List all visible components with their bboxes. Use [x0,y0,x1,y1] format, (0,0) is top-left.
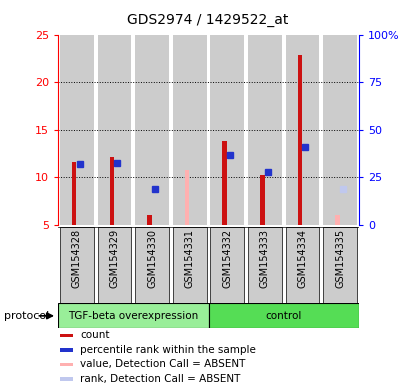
Text: GSM154330: GSM154330 [147,229,157,288]
Bar [110,157,114,225]
Bar [98,227,132,303]
Bar [286,35,320,225]
Bar [60,227,94,303]
Bar [135,227,169,303]
Bar [335,215,340,225]
Text: value, Detection Call = ABSENT: value, Detection Call = ABSENT [80,359,246,369]
Bar [323,35,357,225]
Bar [248,35,282,225]
Text: GDS2974 / 1429522_at: GDS2974 / 1429522_at [127,13,288,27]
Bar [147,215,151,225]
Bar [210,35,244,225]
Bar [58,303,209,328]
Text: rank, Detection Call = ABSENT: rank, Detection Call = ABSENT [80,374,241,384]
Text: GSM154333: GSM154333 [260,229,270,288]
Text: protocol: protocol [4,311,49,321]
Text: GSM154328: GSM154328 [72,229,82,288]
Bar [222,141,227,225]
Bar [185,170,189,225]
Bar [286,227,320,303]
Text: TGF-beta overexpression: TGF-beta overexpression [68,311,198,321]
Bar [210,227,244,303]
Bar [72,162,76,225]
Bar [173,227,207,303]
Bar [260,175,264,225]
Text: GSM154332: GSM154332 [222,229,232,288]
Bar [135,35,169,225]
Bar [209,303,359,328]
Bar [323,227,357,303]
Text: GSM154335: GSM154335 [335,229,345,288]
Text: GSM154334: GSM154334 [298,229,308,288]
Text: control: control [266,311,302,321]
Bar [298,55,302,225]
Bar [60,35,94,225]
Bar [248,227,282,303]
Bar [60,362,73,366]
Text: count: count [80,330,110,340]
Text: GSM154331: GSM154331 [185,229,195,288]
Bar [60,377,73,381]
Text: percentile rank within the sample: percentile rank within the sample [80,345,256,355]
Bar [98,35,132,225]
Bar [173,35,207,225]
Bar [60,334,73,337]
Text: GSM154329: GSM154329 [110,229,120,288]
Bar [60,348,73,352]
